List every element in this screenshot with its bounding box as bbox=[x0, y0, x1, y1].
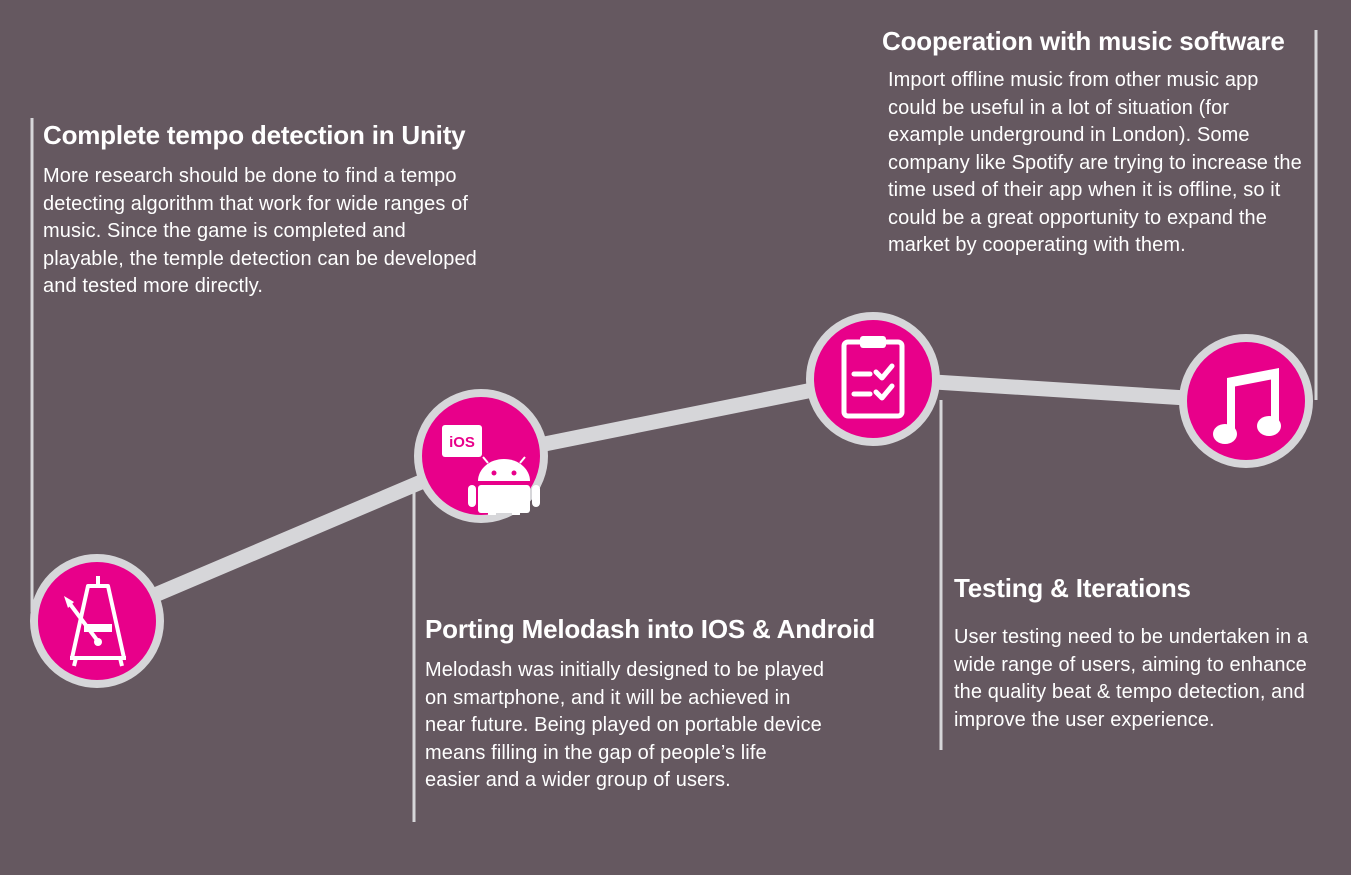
stage-2-text: Porting Melodash into IOS & Android Melo… bbox=[425, 614, 875, 795]
ios-badge bbox=[442, 425, 482, 457]
stage-1-text: Complete tempo detection in Unity More r… bbox=[43, 120, 483, 301]
checklist-clipboard-icon bbox=[841, 336, 905, 419]
stage-3-text: Testing & Iterations User testing need t… bbox=[954, 573, 1324, 734]
stage-3-title: Testing & Iterations bbox=[954, 573, 1191, 603]
stage-4-text: Cooperation with music software Import o… bbox=[882, 26, 1307, 260]
ios-android-icon: iOS bbox=[442, 425, 540, 515]
stage-1-description: More research should be done to find a t… bbox=[43, 165, 477, 297]
stage-3-node bbox=[806, 312, 940, 446]
music-note-icon bbox=[1213, 368, 1281, 444]
stage-4-description: Import offline music from other music ap… bbox=[888, 69, 1302, 256]
metronome-icon bbox=[64, 576, 126, 667]
stage-1-node bbox=[30, 554, 164, 688]
android-icon bbox=[468, 456, 540, 515]
stage-3-description: User testing need to be undertaken in a … bbox=[954, 626, 1309, 731]
stage-4-title: Cooperation with music software bbox=[882, 26, 1285, 56]
stage-2-description: Melodash was initially designed to be pl… bbox=[425, 659, 825, 791]
ios-badge-label: iOS bbox=[449, 434, 475, 451]
stage-1-title: Complete tempo detection in Unity bbox=[43, 120, 466, 150]
stage-2-title: Porting Melodash into IOS & Android bbox=[425, 614, 875, 644]
stage-2-node: iOS bbox=[414, 389, 548, 523]
stage-4-node bbox=[1179, 334, 1313, 468]
